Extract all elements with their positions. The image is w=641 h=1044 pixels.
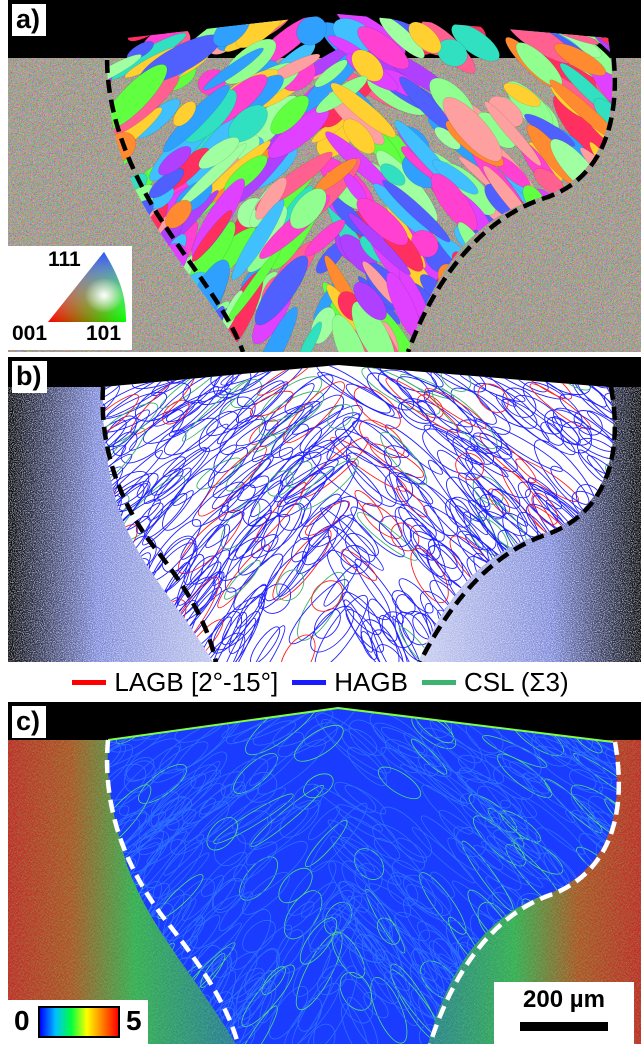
legend-swatch-lagb [72, 679, 107, 685]
kam-max-label: 5 [126, 1005, 142, 1036]
fusion-line-left [104, 39, 246, 352]
kam-color-bar [38, 1006, 120, 1038]
legend-item-lagb: LAGB [2°-15°] [72, 667, 278, 698]
fusion-line-left [104, 739, 241, 1044]
panel-label-c: c) [12, 706, 47, 738]
ipf-label-111: 111 [48, 248, 81, 271]
ipf-color-key: 111 001 101 [8, 246, 132, 350]
kam-min-label: 0 [14, 1005, 30, 1036]
legend-item-hagb: HAGB [292, 667, 408, 698]
fusion-line-right [405, 37, 618, 352]
panel-b-grain-boundary-map: b) [8, 357, 641, 662]
panel-label-a: a) [12, 4, 47, 36]
ipf-triangle [48, 252, 126, 322]
ipf-label-001: 001 [12, 322, 48, 345]
misorientation-color-key: 0 5 [8, 1000, 148, 1044]
legend-label-lagb: LAGB [2°-15°] [114, 666, 279, 697]
fusion-line-right [427, 741, 622, 1044]
grain-boundary-image [8, 357, 641, 662]
legend-label-csl: CSL (Σ3) [463, 666, 569, 697]
orientation-map-image [8, 0, 641, 352]
fusion-line-right [417, 386, 618, 662]
panel-label-b: b) [12, 361, 48, 393]
scale-bar-label: 200 µm [523, 986, 605, 1013]
legend-label-hagb: HAGB [334, 666, 408, 697]
fusion-line-left [100, 386, 219, 662]
legend-swatch-csl [421, 679, 456, 685]
panel-a-orientation-map: a) [8, 0, 641, 352]
legend-swatch-hagb [292, 679, 327, 685]
legend-item-csl: CSL (Σ3) [421, 666, 569, 698]
scale-bar-line [520, 1022, 608, 1031]
boundary-legend: LAGB [2°-15°] HAGB CSL (Σ3) [0, 664, 641, 700]
scale-bar: 200 µm [494, 982, 634, 1044]
ipf-label-101: 101 [86, 322, 122, 345]
